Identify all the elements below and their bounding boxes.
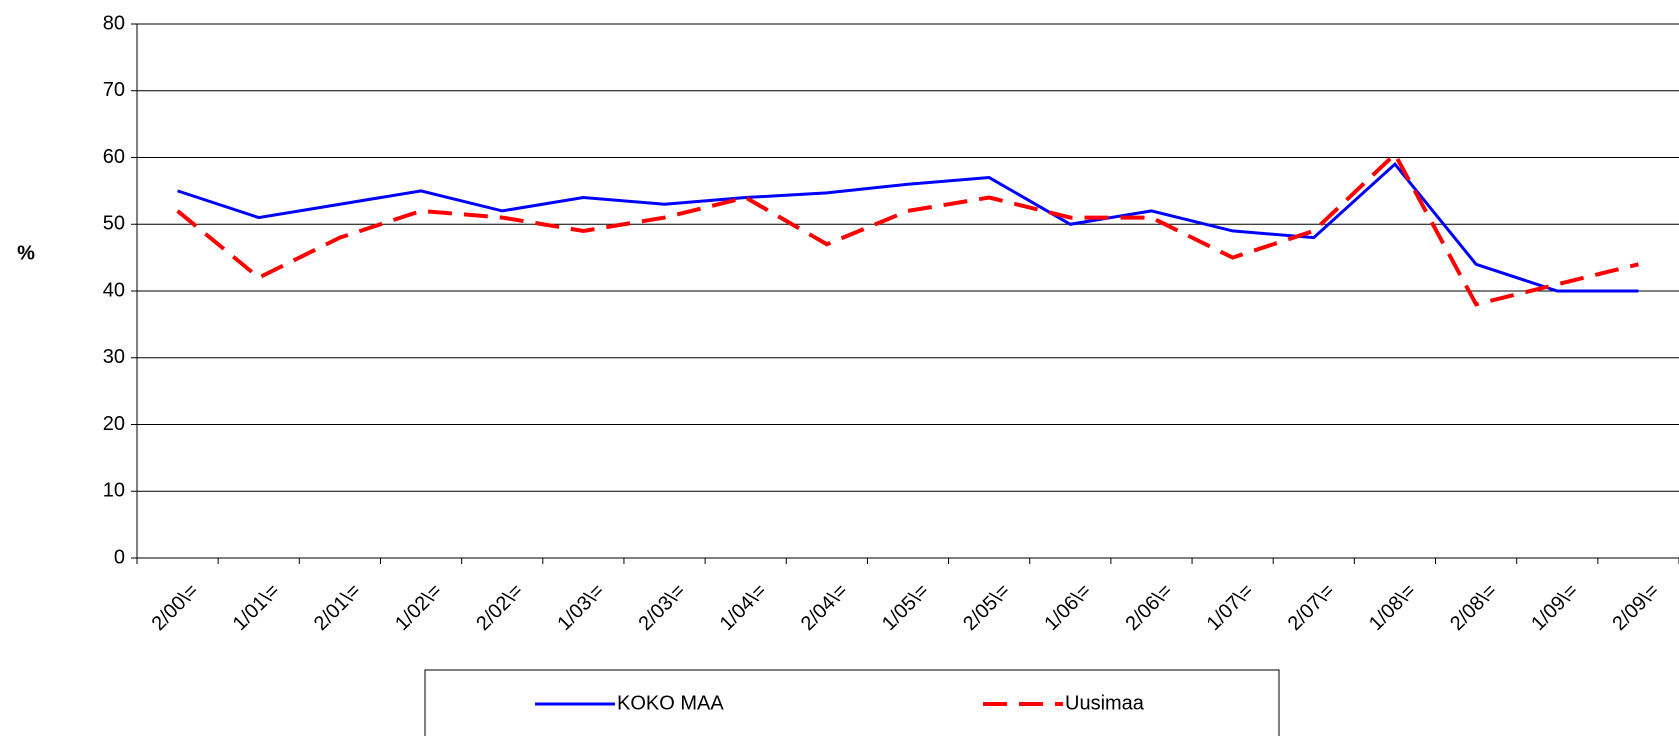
y-tick-label: 50 [103,213,125,235]
series-line [177,162,1639,293]
legend-label: Uusimaa [1065,692,1145,714]
y-tick-label: 0 [114,546,125,568]
series-line [176,150,1639,307]
y-axis-label: % [17,242,35,264]
x-tick-label: 2/09\= [1608,580,1663,635]
x-tick-label: 1/05\= [878,580,933,635]
x-tick-label: 1/02\= [391,580,446,635]
y-tick-label: 40 [103,279,125,301]
x-tick-label: 1/03\= [553,580,608,635]
x-tick-label: 2/01\= [310,580,365,635]
y-tick-label: 60 [103,146,125,168]
x-tick-label: 1/04\= [716,580,771,635]
y-tick-label: 10 [103,480,125,502]
x-tick-label: 1/09\= [1527,580,1582,635]
y-tick-label: 80 [103,12,125,34]
y-tick-label: 70 [103,79,125,101]
x-tick-label: 2/07\= [1284,580,1339,635]
legend-label: KOKO MAA [617,692,724,714]
x-tick-label: 1/01\= [229,580,284,635]
x-tick-label: 2/06\= [1121,580,1176,635]
x-tick-label: 2/04\= [797,580,852,635]
x-tick-label: 2/05\= [959,580,1014,635]
x-tick-label: 2/08\= [1446,580,1501,635]
y-tick-label: 20 [103,413,125,435]
x-tick-label: 2/00\= [148,580,203,635]
x-tick-label: 1/06\= [1040,580,1095,635]
x-tick-label: 1/07\= [1203,580,1258,635]
x-tick-label: 2/03\= [635,580,690,635]
x-tick-label: 1/08\= [1365,580,1420,635]
y-tick-label: 30 [103,346,125,368]
x-tick-label: 2/02\= [472,580,527,635]
